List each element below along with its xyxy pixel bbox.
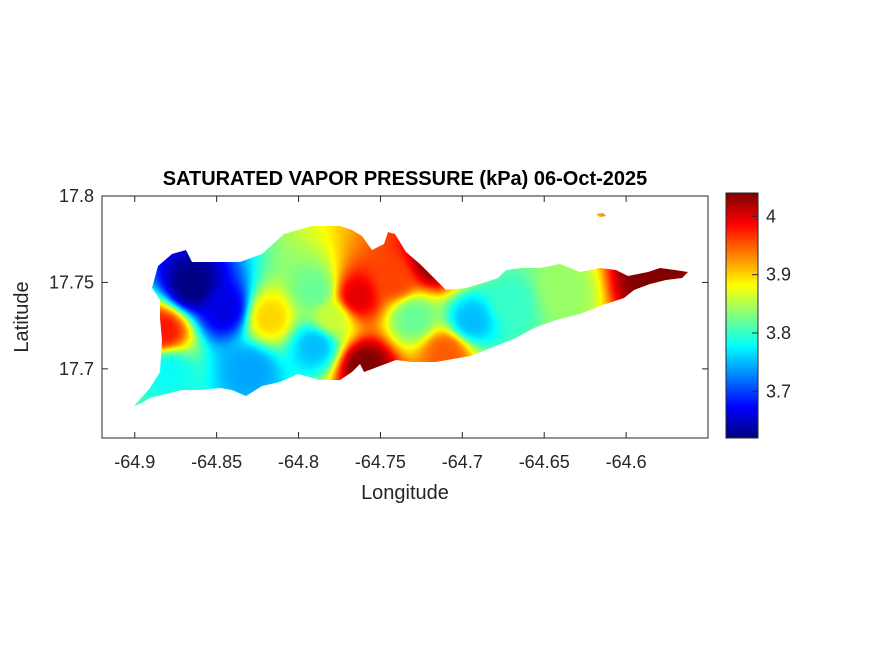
x-tick-label: -64.9 xyxy=(114,452,155,472)
chart-title: SATURATED VAPOR PRESSURE (kPa) 06-Oct-20… xyxy=(163,168,648,190)
colorbar-tick-label: 4 xyxy=(766,206,776,226)
y-tick-label: 17.7 xyxy=(59,359,94,379)
y-tick-label: 17.8 xyxy=(59,186,94,206)
colorbar-tick-label: 3.8 xyxy=(766,323,791,343)
x-tick-label: -64.65 xyxy=(519,452,570,472)
x-axis-label: Longitude xyxy=(361,482,449,504)
colorbar-gradient xyxy=(726,193,758,438)
x-tick-label: -64.75 xyxy=(355,452,406,472)
y-axis-label: Latitude xyxy=(11,281,33,352)
colorbar-tick-label: 3.7 xyxy=(766,381,791,401)
x-tick-label: -64.85 xyxy=(191,452,242,472)
y-tick-label: 17.75 xyxy=(49,272,94,292)
colorbar-tick-label: 3.9 xyxy=(766,265,791,285)
x-tick-label: -64.6 xyxy=(606,452,647,472)
x-tick-label: -64.7 xyxy=(442,452,483,472)
x-tick-label: -64.8 xyxy=(278,452,319,472)
